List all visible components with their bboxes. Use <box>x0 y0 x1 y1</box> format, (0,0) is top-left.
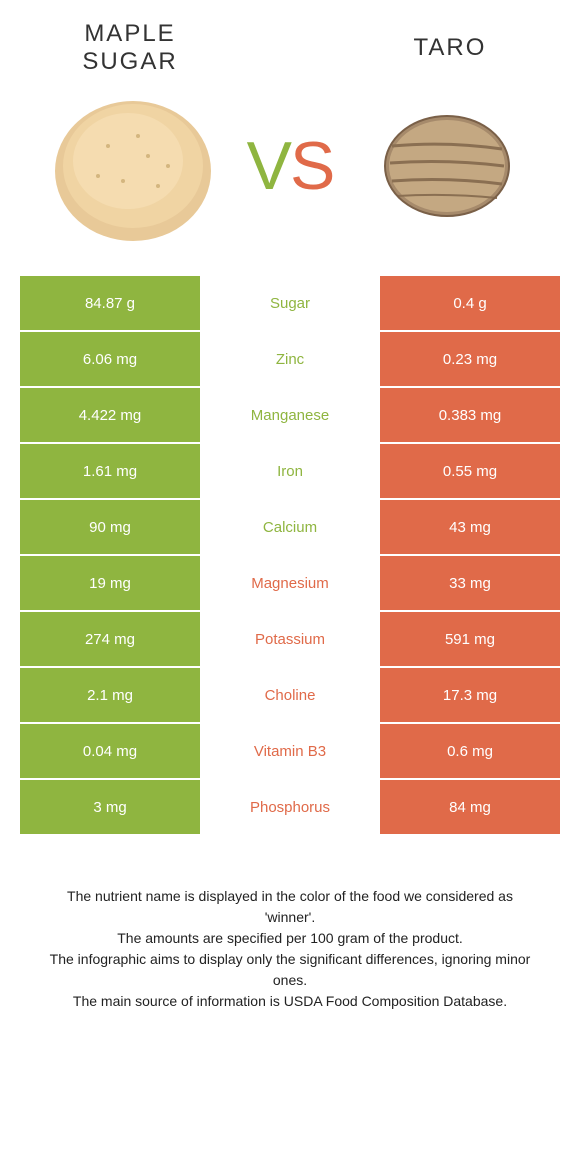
images-row: VS <box>0 76 580 276</box>
cell-right-value: 591 mg <box>380 612 560 666</box>
cell-nutrient-label: Zinc <box>200 332 380 386</box>
table-row: 2.1 mgCholine17.3 mg <box>20 668 560 724</box>
cell-left-value: 0.04 mg <box>20 724 200 778</box>
cell-right-value: 0.383 mg <box>380 388 560 442</box>
cell-left-value: 1.61 mg <box>20 444 200 498</box>
cell-right-value: 33 mg <box>380 556 560 610</box>
footer-line2: The amounts are specified per 100 gram o… <box>40 928 540 949</box>
title-maple-sugar: Maple sugar <box>30 20 230 76</box>
cell-nutrient-label: Magnesium <box>200 556 380 610</box>
cell-right-value: 0.6 mg <box>380 724 560 778</box>
footer-line1: The nutrient name is displayed in the co… <box>40 886 540 928</box>
table-row: 0.04 mgVitamin B30.6 mg <box>20 724 560 780</box>
cell-right-value: 84 mg <box>380 780 560 834</box>
cell-right-value: 43 mg <box>380 500 560 554</box>
header: Maple sugar Taro <box>0 20 580 76</box>
title-left-line2: sugar <box>30 48 230 76</box>
table-row: 84.87 gSugar0.4 g <box>20 276 560 332</box>
cell-right-value: 0.55 mg <box>380 444 560 498</box>
footer-notes: The nutrient name is displayed in the co… <box>0 836 580 1012</box>
table-row: 3 mgPhosphorus84 mg <box>20 780 560 836</box>
cell-nutrient-label: Iron <box>200 444 380 498</box>
cell-nutrient-label: Vitamin B3 <box>200 724 380 778</box>
cell-right-value: 0.4 g <box>380 276 560 330</box>
cell-nutrient-label: Potassium <box>200 612 380 666</box>
cell-nutrient-label: Manganese <box>200 388 380 442</box>
cell-left-value: 4.422 mg <box>20 388 200 442</box>
cell-nutrient-label: Sugar <box>200 276 380 330</box>
vs-v: V <box>247 128 290 204</box>
table-row: 1.61 mgIron0.55 mg <box>20 444 560 500</box>
taro-image <box>333 101 560 231</box>
cell-left-value: 274 mg <box>20 612 200 666</box>
cell-right-value: 17.3 mg <box>380 668 560 722</box>
vs-s: S <box>290 128 333 204</box>
cell-left-value: 90 mg <box>20 500 200 554</box>
table-row: 19 mgMagnesium33 mg <box>20 556 560 612</box>
cell-left-value: 84.87 g <box>20 276 200 330</box>
cell-left-value: 2.1 mg <box>20 668 200 722</box>
cell-right-value: 0.23 mg <box>380 332 560 386</box>
table-row: 90 mgCalcium43 mg <box>20 500 560 556</box>
maple-sugar-image <box>20 86 247 246</box>
comparison-table: 84.87 gSugar0.4 g6.06 mgZinc0.23 mg4.422… <box>20 276 560 836</box>
cell-nutrient-label: Calcium <box>200 500 380 554</box>
table-row: 4.422 mgManganese0.383 mg <box>20 388 560 444</box>
cell-nutrient-label: Phosphorus <box>200 780 380 834</box>
cell-left-value: 6.06 mg <box>20 332 200 386</box>
vs-label: VS <box>247 127 334 205</box>
table-row: 6.06 mgZinc0.23 mg <box>20 332 560 388</box>
title-taro: Taro <box>350 34 550 62</box>
table-row: 274 mgPotassium591 mg <box>20 612 560 668</box>
footer-line3: The infographic aims to display only the… <box>40 949 540 991</box>
cell-left-value: 3 mg <box>20 780 200 834</box>
cell-nutrient-label: Choline <box>200 668 380 722</box>
cell-left-value: 19 mg <box>20 556 200 610</box>
footer-line4: The main source of information is USDA F… <box>40 991 540 1012</box>
title-left-line1: Maple <box>30 20 230 48</box>
